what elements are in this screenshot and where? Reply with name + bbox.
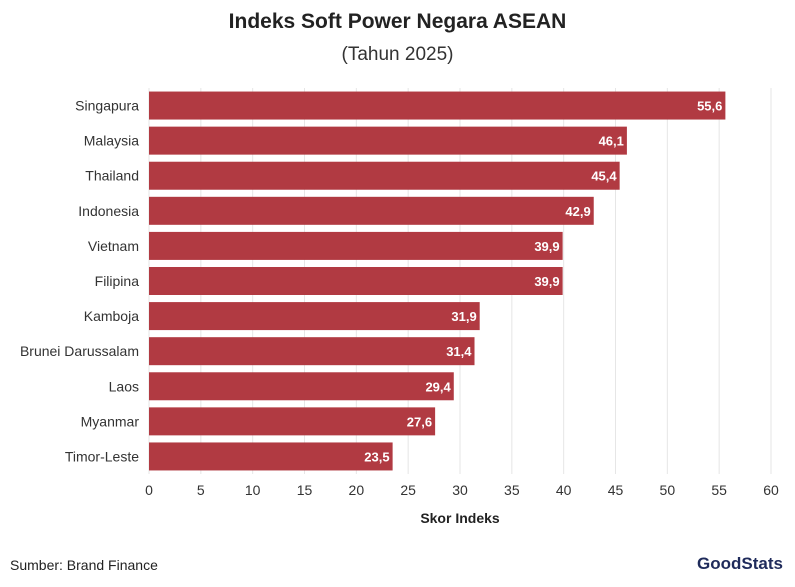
- bar: [149, 337, 475, 366]
- x-tick-label: 10: [245, 482, 261, 498]
- category-label: Kamboja: [84, 308, 139, 324]
- bar: [149, 161, 620, 190]
- bar: [149, 442, 393, 471]
- category-label: Vietnam: [88, 238, 139, 254]
- category-label: Myanmar: [81, 413, 140, 429]
- x-tick-label: 30: [452, 482, 468, 498]
- x-tick-label: 25: [400, 482, 416, 498]
- bar: [149, 302, 480, 331]
- x-tick-label: 50: [660, 482, 676, 498]
- source-note: Sumber: Brand Finance: [10, 557, 158, 573]
- x-tick-label: 40: [556, 482, 572, 498]
- data-label: 46,1: [599, 134, 624, 149]
- x-tick-label: 55: [711, 482, 727, 498]
- chart-title: Indeks Soft Power Negara ASEAN: [228, 10, 567, 33]
- data-label: 39,9: [534, 239, 559, 254]
- category-label: Laos: [109, 378, 139, 394]
- data-label: 31,9: [451, 309, 476, 324]
- data-label: 55,6: [697, 99, 722, 114]
- data-label: 31,4: [446, 344, 472, 359]
- x-tick-label: 20: [349, 482, 365, 498]
- bar: [149, 231, 563, 260]
- category-label: Timor-Leste: [65, 448, 139, 464]
- category-label: Indonesia: [78, 203, 139, 219]
- data-label: 39,9: [534, 274, 559, 289]
- category-label: Singapura: [75, 98, 139, 114]
- category-label: Filipina: [95, 273, 140, 289]
- x-tick-label: 45: [608, 482, 624, 498]
- x-tick-label: 15: [297, 482, 313, 498]
- x-axis-title: Skor Indeks: [420, 510, 500, 526]
- x-tick-label: 35: [504, 482, 520, 498]
- bar: [149, 91, 726, 120]
- x-tick-label: 60: [763, 482, 779, 498]
- data-label: 27,6: [407, 414, 432, 429]
- goodstats-logo: GoodStats: [697, 554, 783, 573]
- category-label: Thailand: [85, 168, 139, 184]
- bar: [149, 126, 627, 155]
- bar: [149, 372, 454, 401]
- bar: [149, 267, 563, 295]
- bar: [149, 407, 436, 436]
- data-label: 29,4: [425, 379, 451, 394]
- category-label: Malaysia: [84, 133, 139, 149]
- data-label: 23,5: [364, 449, 389, 464]
- bar: [149, 196, 594, 225]
- x-tick-label: 5: [197, 482, 205, 498]
- category-label: Brunei Darussalam: [20, 343, 139, 359]
- chart-subtitle: (Tahun 2025): [341, 44, 454, 65]
- data-label: 42,9: [565, 204, 590, 219]
- x-tick-label: 0: [145, 482, 153, 498]
- data-label: 45,4: [591, 169, 617, 184]
